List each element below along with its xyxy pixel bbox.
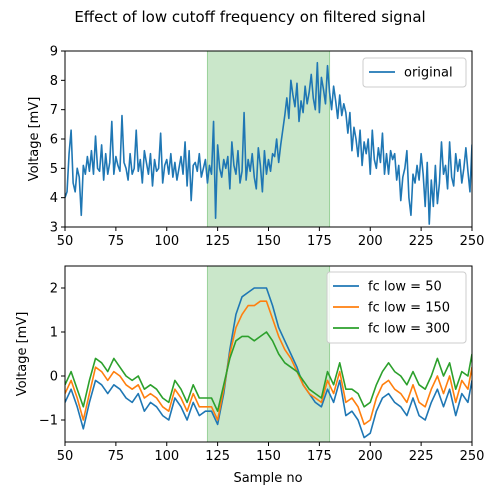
x-tick-label: 100 <box>154 234 179 249</box>
x-tick-label: 150 <box>256 449 281 464</box>
x-tick-label: 75 <box>108 234 125 249</box>
y-tick-label: 2 <box>50 282 58 297</box>
x-tick-label: 175 <box>307 449 332 464</box>
shaded-region <box>206 50 331 228</box>
x-tick-label: 50 <box>57 234 74 249</box>
chart-title: Effect of low cutoff frequency on filter… <box>74 8 425 26</box>
y-tick-label: 4 <box>50 191 58 206</box>
x-tick-label: 50 <box>57 449 74 464</box>
top-chart: 50 75 100 125 150 175 200 225 250 3 4 5 6 7 8 9 Voltage … <box>27 45 485 250</box>
y-tick-label: 6 <box>50 133 58 148</box>
x-tick-label: 150 <box>256 234 281 249</box>
x-tick-label: 175 <box>307 234 332 249</box>
y-tick-label: 7 <box>50 103 58 118</box>
series-line-0 <box>65 287 472 439</box>
legend-box <box>326 271 467 344</box>
y-tick-label: 1 <box>50 326 58 341</box>
y-tick-label: 5 <box>50 162 58 177</box>
y-tick-label: 0 <box>50 370 58 385</box>
x-tick-label: 125 <box>205 234 230 249</box>
x-tick-label: 250 <box>460 449 485 464</box>
series-line-0 <box>65 61 472 225</box>
legend-box <box>362 57 467 88</box>
x-tick-label: 100 <box>154 449 179 464</box>
x-tick-label: 75 <box>108 449 125 464</box>
x-tick-label: 225 <box>409 449 434 464</box>
x-tick-label: 225 <box>409 234 434 249</box>
series-line-1 <box>65 300 472 426</box>
legend-label: fc low = 150 <box>368 301 450 316</box>
y-tick-label: 9 <box>50 45 58 60</box>
y-axis-label: Voltage [mV] <box>15 312 30 397</box>
y-tick-label: −1 <box>39 414 58 429</box>
legend-label: fc low = 50 <box>368 280 442 295</box>
x-tick-label: 200 <box>358 449 383 464</box>
legend-label: fc low = 300 <box>368 322 450 337</box>
x-tick-label: 200 <box>358 234 383 249</box>
y-tick-label: 8 <box>50 74 58 89</box>
x-tick-label: 250 <box>460 234 485 249</box>
bottom-chart: 50 75 100 125 150 175 200 225 250 −1 0 1 2 Voltage [m… <box>15 265 485 464</box>
y-axis-label: Voltage [mV] <box>27 97 42 182</box>
series-line-2 <box>65 331 472 412</box>
x-tick-label: 125 <box>205 449 230 464</box>
x-axis-label: Sample no <box>233 471 302 486</box>
y-tick-label: 3 <box>50 221 58 236</box>
legend-label: original <box>404 66 453 81</box>
